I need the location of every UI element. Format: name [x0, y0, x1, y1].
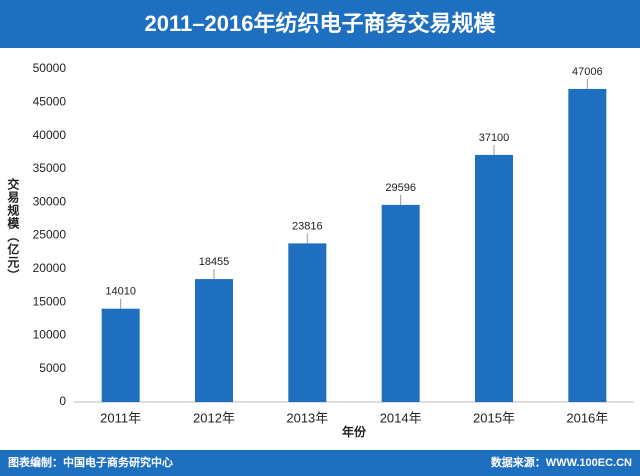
bar	[288, 243, 327, 402]
footer-right: 数据来源：WWW.100EC.CN	[491, 455, 632, 469]
bar	[101, 308, 140, 402]
bar	[381, 204, 420, 402]
x-axis-title: 年份	[342, 424, 367, 439]
chart-title: 2011–2016年纺织电子商务交易规模	[145, 11, 497, 36]
footer-bar	[0, 450, 640, 476]
data-label: 18455	[199, 256, 230, 268]
y-tick-label: 0	[59, 394, 66, 408]
y-tick-label: 40000	[33, 128, 67, 142]
y-tick-label: 15000	[33, 294, 67, 308]
y-tick-label: 10000	[33, 328, 67, 342]
data-label: 14010	[105, 286, 136, 298]
x-tick-label: 2014年	[380, 410, 422, 425]
data-label: 23816	[292, 220, 323, 232]
data-label: 47006	[572, 66, 603, 78]
bar	[475, 154, 513, 402]
bar	[568, 88, 607, 403]
y-tick-label: 45000	[33, 94, 67, 108]
bar	[195, 279, 233, 402]
y-axis-title: 交易规模（亿元）	[6, 177, 20, 282]
x-tick-label: 2011年	[100, 410, 141, 425]
x-tick-label: 2012年	[193, 410, 235, 425]
y-tick-label: 35000	[33, 161, 67, 175]
y-tick-label: 50000	[33, 61, 67, 75]
footer-left: 图表编制：中国电子商务研究中心	[8, 455, 173, 469]
x-tick-label: 2013年	[286, 410, 328, 425]
data-label: 37100	[479, 132, 510, 144]
x-tick-label: 2015年	[473, 410, 515, 425]
title-bar	[0, 0, 640, 48]
y-tick-label: 20000	[33, 261, 67, 275]
data-label: 29596	[385, 182, 416, 194]
y-tick-label: 5000	[39, 361, 66, 375]
y-tick-label: 25000	[33, 228, 67, 242]
y-tick-label: 30000	[33, 194, 67, 208]
x-tick-label: 2016年	[566, 410, 608, 425]
